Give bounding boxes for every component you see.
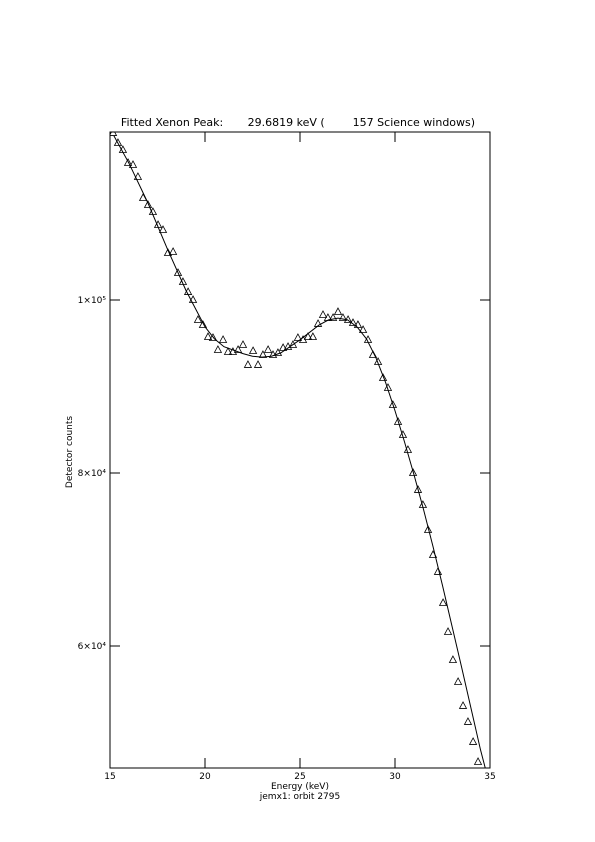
data-point <box>458 701 468 709</box>
x-tick-label: 35 <box>484 772 495 782</box>
x-tick-label: 15 <box>104 772 115 782</box>
y-tick-label: 8×10⁴ <box>78 469 107 479</box>
data-point <box>308 332 318 340</box>
data-point <box>223 347 233 355</box>
y-tick-label: 1×10⁵ <box>78 296 107 306</box>
data-point <box>278 343 288 351</box>
x-axis-label: Energy (keV) <box>271 782 329 792</box>
data-point <box>213 345 223 353</box>
data-point <box>263 345 273 353</box>
data-point <box>378 373 388 381</box>
data-point <box>438 598 448 606</box>
x-tick-label: 20 <box>199 772 211 782</box>
data-point <box>113 138 123 146</box>
y-axis-label: Detector counts <box>65 416 75 488</box>
data-point <box>238 340 248 348</box>
data-point <box>208 333 218 341</box>
data-point <box>253 360 263 368</box>
data-point <box>393 417 403 425</box>
fit-line <box>113 135 486 768</box>
data-point <box>313 319 323 327</box>
data-point <box>448 655 458 663</box>
x-tick-label: 30 <box>389 772 401 782</box>
x-tick-label: 25 <box>294 772 305 782</box>
data-point <box>413 485 423 493</box>
data-point <box>198 320 208 328</box>
data-point <box>110 132 118 136</box>
data-point <box>188 295 198 303</box>
data-point <box>473 757 483 765</box>
data-point <box>423 525 433 533</box>
data-point <box>123 158 133 166</box>
data-point <box>463 717 473 725</box>
y-tick-label: 6×10⁴ <box>78 642 107 652</box>
data-point <box>468 737 478 745</box>
data-point <box>388 400 398 408</box>
data-point <box>168 247 178 255</box>
data-point <box>163 248 173 256</box>
plot-area <box>110 132 486 768</box>
data-point <box>273 348 283 356</box>
data-point <box>303 332 313 340</box>
data-point <box>158 225 168 233</box>
data-point <box>173 268 183 276</box>
data-point <box>358 325 368 333</box>
data-point <box>193 315 203 323</box>
data-point <box>288 340 298 348</box>
data-point <box>203 332 213 340</box>
data-point <box>333 307 343 315</box>
data-point <box>453 677 463 685</box>
data-point <box>338 313 348 321</box>
data-point <box>443 627 453 635</box>
data-point <box>258 350 268 358</box>
data-point <box>328 313 338 321</box>
data-point <box>293 333 303 341</box>
data-point <box>143 200 153 208</box>
data-point <box>318 310 328 318</box>
data-point <box>408 468 418 476</box>
data-point <box>133 172 143 180</box>
data-point <box>128 160 138 168</box>
data-point <box>228 347 238 355</box>
chart-title: Fitted Xenon Peak: 29.6819 keV ( 157 Sci… <box>121 116 475 129</box>
subtitle: jemx1: orbit 2795 <box>259 792 340 802</box>
data-point <box>233 345 243 353</box>
data-point <box>243 360 253 368</box>
data-point <box>218 335 228 343</box>
data-point <box>248 346 258 354</box>
data-point <box>433 567 443 575</box>
